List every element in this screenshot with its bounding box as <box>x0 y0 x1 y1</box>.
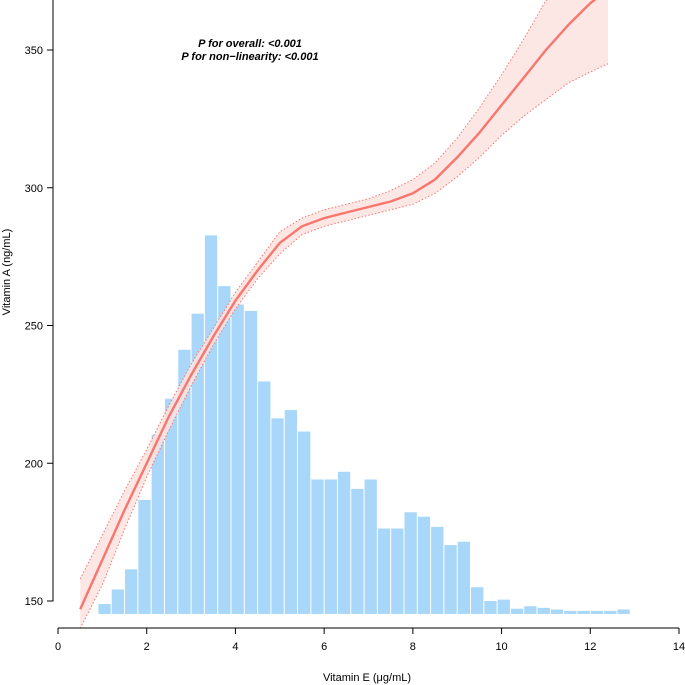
x-tick-label: 0 <box>55 641 61 653</box>
x-tick-label: 2 <box>144 641 150 653</box>
histogram-bar <box>98 604 111 614</box>
histogram-bar <box>151 434 164 614</box>
histogram-bar <box>524 606 537 614</box>
x-tick-label: 12 <box>584 641 596 653</box>
histogram-bar <box>324 479 337 614</box>
x-tick-label: 8 <box>410 641 416 653</box>
histogram-bar <box>577 610 590 614</box>
histogram-bar <box>617 609 630 614</box>
axes <box>47 0 680 634</box>
histogram-bar <box>111 589 125 614</box>
histogram-bar <box>204 235 218 614</box>
histogram-bar <box>497 599 510 614</box>
histogram-bar <box>311 479 324 614</box>
x-tick-label: 14 <box>673 641 685 653</box>
spline-line <box>79 0 597 610</box>
histogram-bar <box>364 479 377 614</box>
histogram-bar <box>457 541 471 614</box>
histogram-bar <box>564 610 577 614</box>
confidence-band <box>79 0 609 628</box>
y-tick-label: 300 <box>25 183 43 195</box>
y-axis-title: Vitamin A (ng/mL) <box>1 229 13 316</box>
histogram-bar <box>604 610 617 614</box>
histogram-bar <box>510 608 524 614</box>
histogram-bar <box>537 607 550 614</box>
histogram-bar <box>444 545 457 614</box>
histogram-bar <box>550 609 564 614</box>
y-tick-label: 150 <box>25 596 43 608</box>
confidence-band-area <box>80 0 608 628</box>
x-tick-label: 6 <box>321 641 327 653</box>
histogram-bar <box>258 381 271 614</box>
histogram-bar <box>391 528 404 614</box>
annotation-overall: P for overall: <0.001 <box>198 38 302 50</box>
y-tick-label: 200 <box>25 458 43 470</box>
y-tick-label: 350 <box>25 45 43 57</box>
histogram-bar <box>164 398 178 614</box>
x-tick-label: 10 <box>495 641 507 653</box>
histogram-bar <box>417 516 431 614</box>
histogram-bar <box>271 418 284 614</box>
histogram-bar <box>191 313 204 614</box>
histogram-bar <box>178 349 191 614</box>
upper-ci-line <box>79 0 548 580</box>
histogram-bar <box>351 488 364 614</box>
histogram-bar <box>298 431 311 614</box>
histogram-bar <box>138 499 151 614</box>
histogram-bar <box>377 528 391 614</box>
histogram-bar <box>337 471 351 614</box>
lower-ci-line <box>79 63 609 628</box>
tick-labels: 0 2 4 6 8 10 12 14 150 200 250 300 350 <box>25 45 685 653</box>
histogram-bar <box>590 610 604 614</box>
histogram-bars <box>98 235 630 614</box>
histogram-bar <box>125 569 138 614</box>
spline-curve <box>79 0 597 610</box>
histogram-bar <box>484 601 497 614</box>
histogram-bar <box>471 587 484 614</box>
histogram-bar <box>284 410 298 614</box>
histogram-bar <box>404 512 417 614</box>
x-tick-label: 4 <box>232 641 238 653</box>
histogram-bar <box>218 286 231 614</box>
annotation-nonlinearity: P for non−linearity: <0.001 <box>181 51 318 63</box>
x-axis-title: Vitamin E (μg/mL) <box>323 672 411 684</box>
histogram-bar <box>231 304 244 614</box>
histogram-bar <box>244 310 258 614</box>
histogram-bar <box>431 526 444 614</box>
y-tick-label: 250 <box>25 321 43 333</box>
